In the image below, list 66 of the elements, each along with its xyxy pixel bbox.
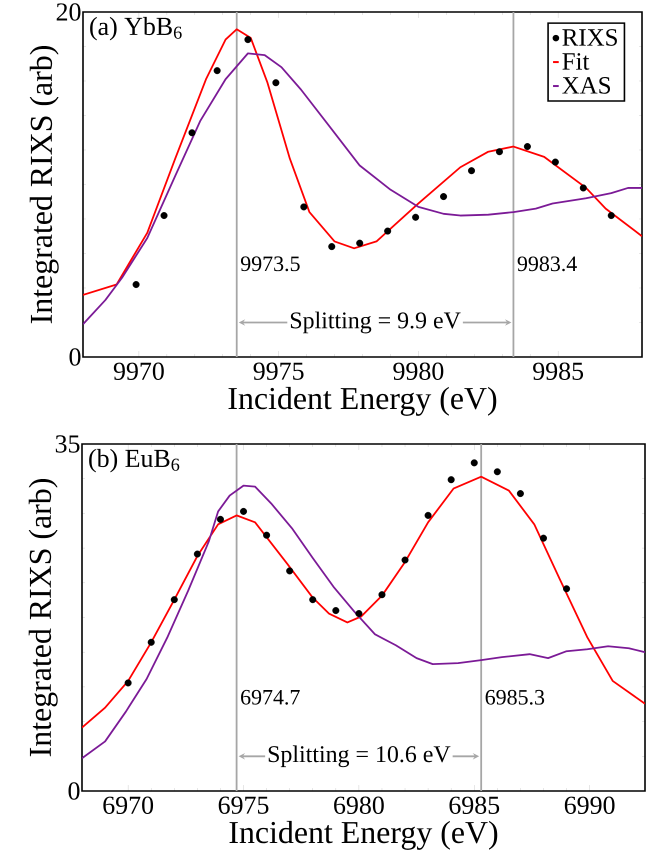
x-axis-title: Incident Energy (eV)	[228, 386, 496, 416]
point	[440, 193, 448, 200]
x-tick-label: 9985	[533, 362, 584, 380]
point	[540, 534, 547, 542]
x-tick-label: 6970	[103, 796, 154, 814]
x-tick-label: 6975	[218, 796, 268, 814]
point	[160, 212, 168, 220]
point	[132, 281, 140, 288]
y-tick-label: 0	[70, 348, 80, 366]
y-axis-title: Integrated RIXS (arb)	[30, 46, 59, 324]
point	[214, 67, 221, 74]
point	[563, 585, 570, 592]
point	[263, 532, 270, 539]
point	[244, 36, 252, 44]
point	[309, 596, 316, 604]
ref-line-label: 6985.3	[486, 690, 544, 705]
point	[608, 212, 615, 220]
point	[124, 679, 132, 686]
point	[148, 638, 155, 646]
point	[424, 512, 432, 519]
point	[194, 550, 201, 558]
annotation: Splitting = 10.6 eV	[268, 745, 450, 768]
point	[524, 143, 531, 150]
point	[384, 228, 392, 235]
point	[272, 79, 280, 86]
x-tick-label: 6980	[334, 796, 384, 814]
y-tick-label: 0	[68, 782, 80, 800]
point	[402, 556, 409, 564]
ref-line-label: 6974.7	[241, 690, 300, 705]
y-axis-title: Integrated RIXS (arb)	[28, 479, 58, 756]
point	[378, 591, 386, 598]
point	[470, 459, 478, 466]
point	[356, 240, 364, 247]
ref-line-label: 9983.4	[518, 256, 577, 272]
point	[496, 148, 503, 156]
chart-title: (b) EuB$_{6}$	[89, 448, 180, 472]
point	[286, 567, 294, 574]
point	[332, 607, 340, 614]
chart-title: (a) YbB$_{6}$	[90, 16, 182, 40]
point	[494, 468, 501, 476]
point	[328, 243, 336, 250]
point	[216, 516, 224, 523]
x-tick-label: 6990	[564, 796, 615, 814]
legend-label: XAS	[562, 77, 610, 94]
point	[170, 596, 178, 604]
x-tick-label: 6985	[449, 796, 500, 814]
point	[355, 610, 362, 618]
y-tick-label: 35	[56, 435, 80, 453]
legend-label: Fit	[562, 53, 590, 70]
point	[580, 184, 587, 192]
x-tick-label: 9980	[393, 362, 444, 380]
x-tick-label: 9975	[254, 362, 304, 380]
point	[300, 203, 308, 210]
x-tick-label: 9970	[114, 362, 164, 380]
point	[188, 129, 196, 136]
point	[468, 167, 476, 174]
x-axis-title: Incident Energy (eV)	[230, 820, 498, 850]
point	[552, 158, 559, 166]
point	[516, 490, 524, 498]
point	[448, 476, 455, 484]
legend-label: RIXS	[562, 29, 617, 46]
annotation: Splitting = 9.9 eV	[290, 312, 461, 334]
point	[240, 508, 248, 515]
y-tick-label: 20	[56, 3, 80, 21]
point	[412, 214, 420, 221]
ref-line-label: 9973.5	[240, 256, 300, 272]
